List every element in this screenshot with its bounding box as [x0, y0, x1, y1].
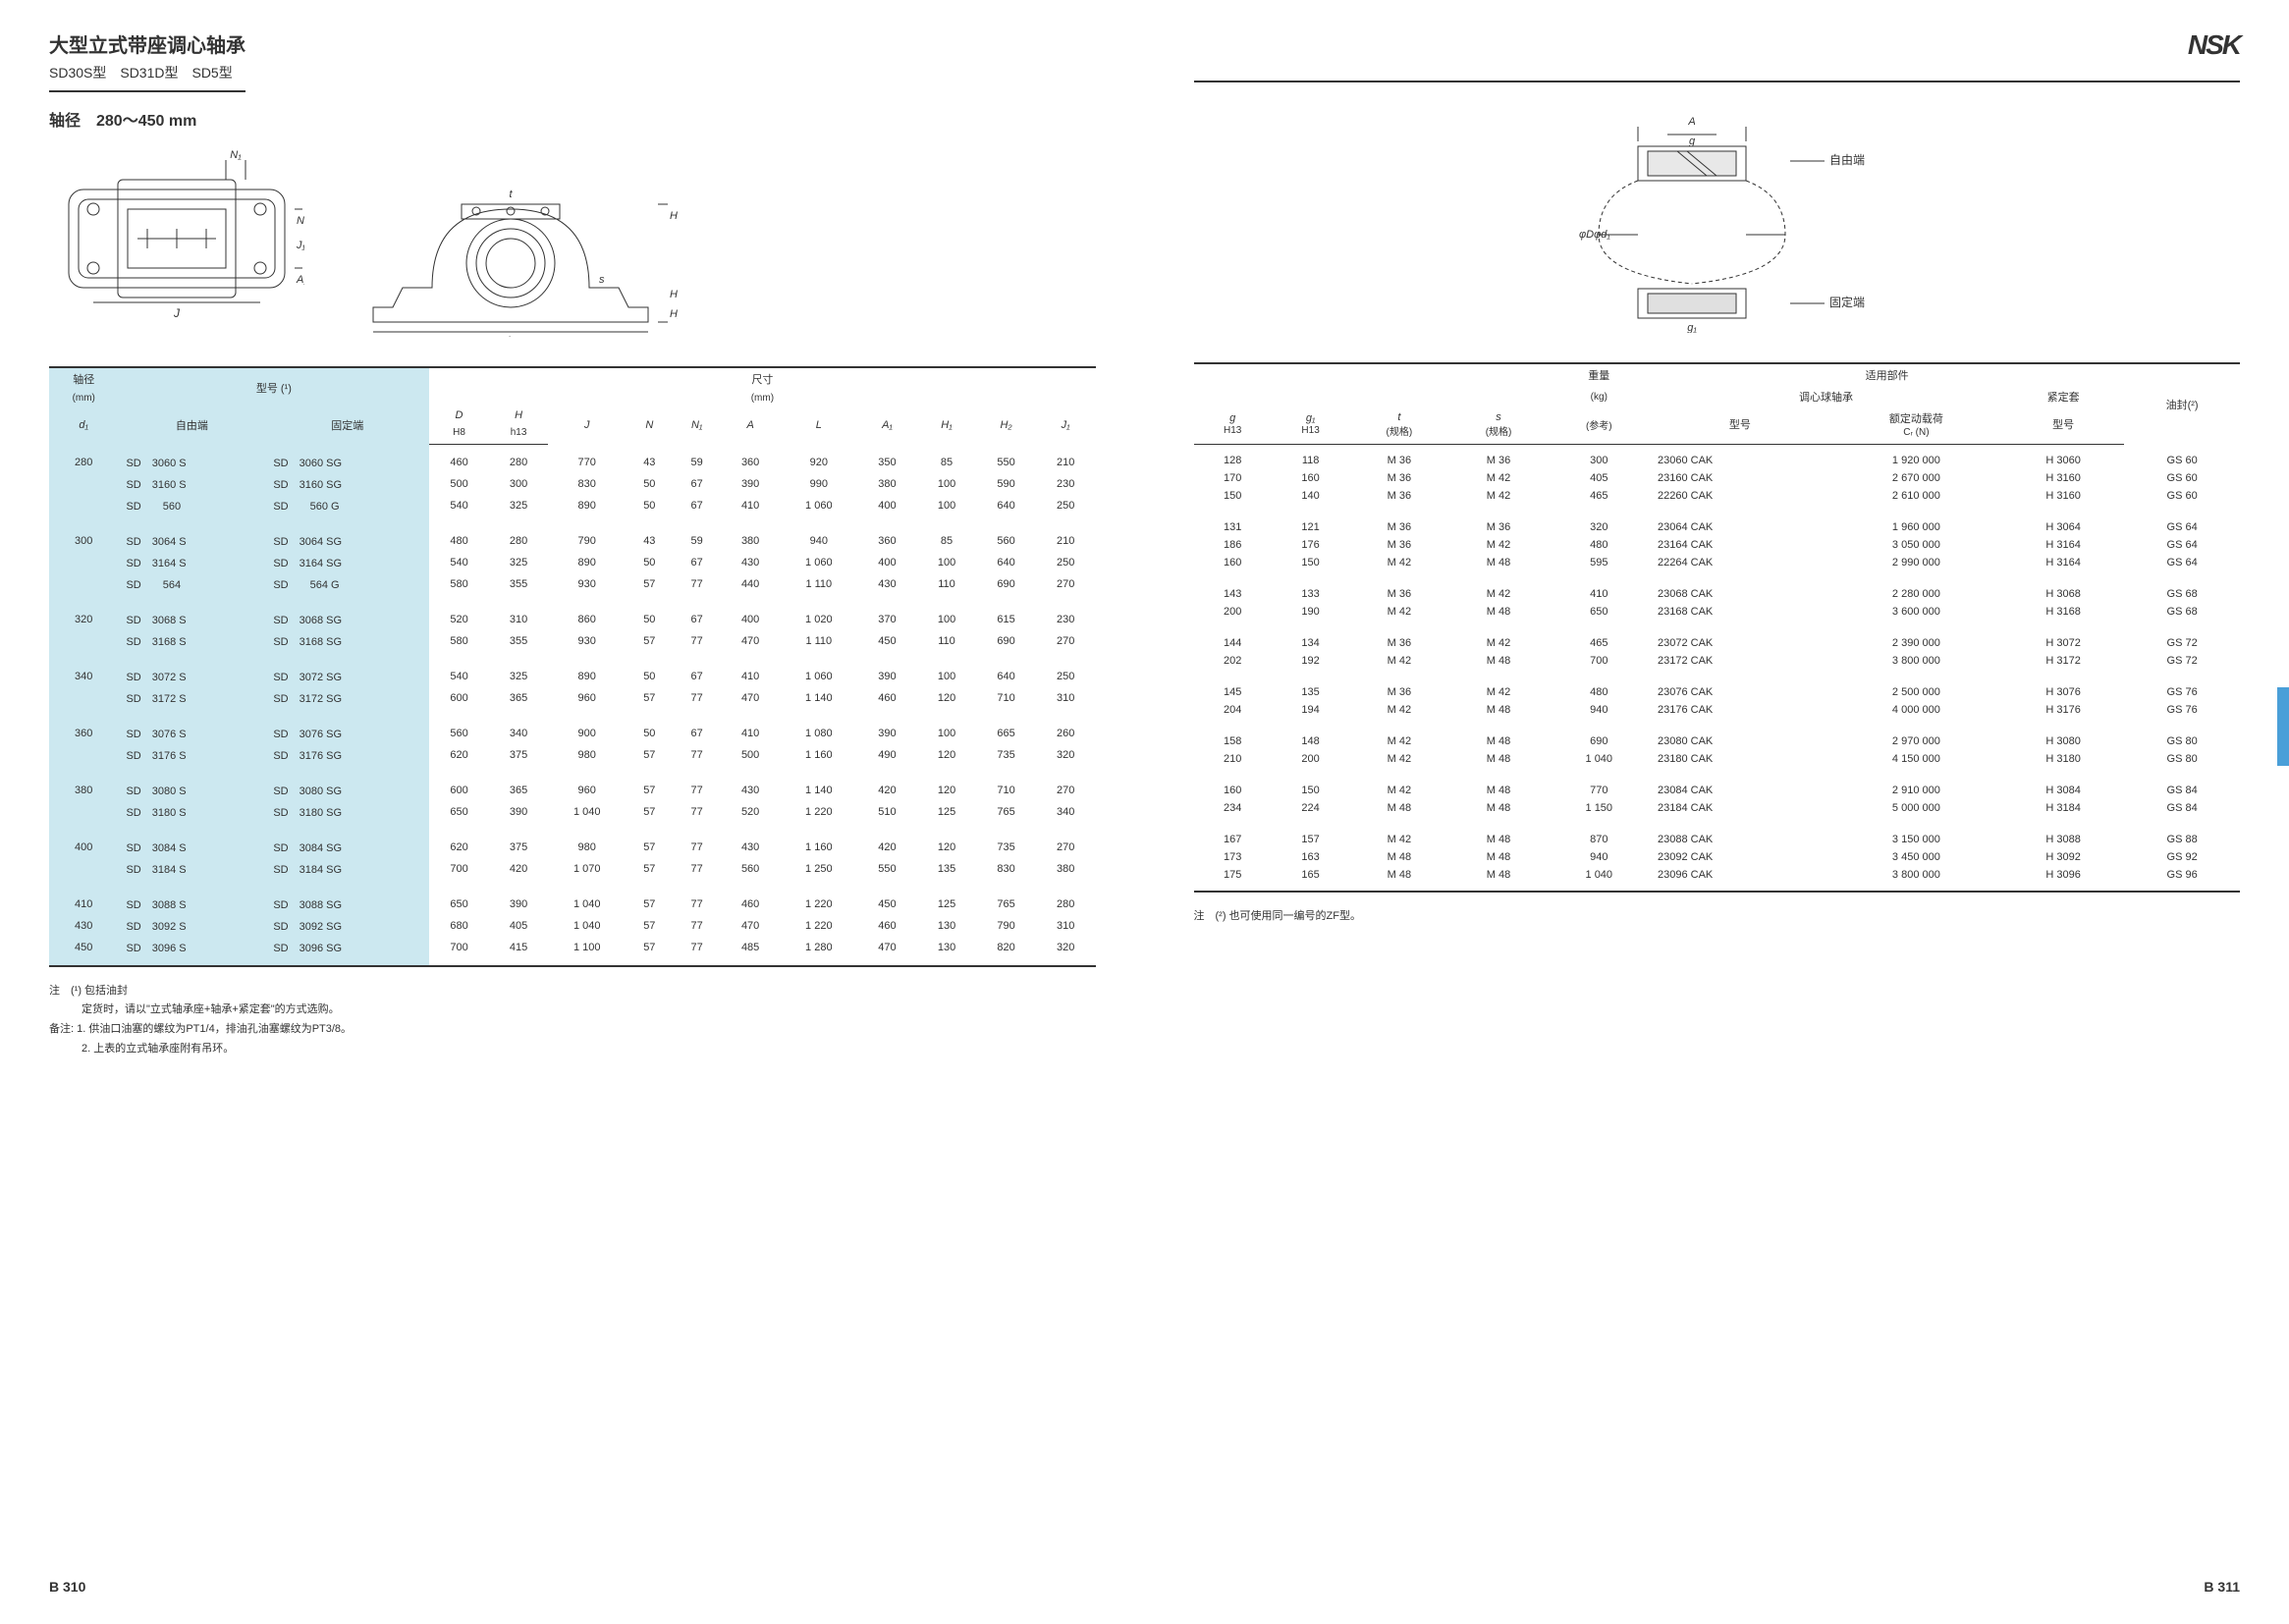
table-row: 430SD 3092 SSD 3092 SG6804051 0405777470…	[49, 915, 1096, 937]
shaft-range: 轴径 280～450 mm	[49, 107, 245, 131]
svg-text:H: H	[670, 289, 678, 300]
table-row: 280SD 3060 SSD 3060 SG460280770435936092…	[49, 445, 1096, 473]
right-diagram: φDφd₁ A g g₁ 自由端 固定端	[1194, 97, 2241, 333]
table-row: 186176M 36M 4248023164 CAK3 050 000H 316…	[1194, 536, 2241, 554]
svg-text:H₂: H₂	[670, 210, 678, 222]
table-row: 150140M 36M 4246522260 CAK2 610 000H 316…	[1194, 487, 2241, 512]
table-row: 204194M 42M 4894023176 CAK4 000 000H 317…	[1194, 701, 2241, 726]
table-row: SD 3172 SSD 3172 SG60036596057774701 140…	[49, 687, 1096, 716]
svg-text:L: L	[508, 334, 515, 337]
svg-text:A₁: A₁	[296, 274, 304, 286]
nsk-logo: NSK	[2188, 29, 2240, 61]
table-row: 175165M 48M 481 04023096 CAK3 800 000H 3…	[1194, 866, 2241, 892]
table-row: 160150M 42M 4859522264 CAK2 990 000H 316…	[1194, 554, 2241, 578]
table-row: 380SD 3080 SSD 3080 SG60036596057774301 …	[49, 773, 1096, 801]
table-row: SD 3180 SSD 3180 SG6503901 04057775201 2…	[49, 801, 1096, 830]
table-row: SD 3168 SSD 3168 SG58035593057774701 110…	[49, 630, 1096, 659]
table-row: 128118M 36M 3630023060 CAK1 920 000H 306…	[1194, 445, 2241, 470]
table-row: 158148M 42M 4869023080 CAK2 970 000H 308…	[1194, 726, 2241, 750]
table-row: 200190M 42M 4865023168 CAK3 600 000H 316…	[1194, 603, 2241, 627]
table-row: 210200M 42M 481 04023180 CAK4 150 000H 3…	[1194, 750, 2241, 775]
table-row: SD 564SD 564 G58035593057774401 11043011…	[49, 573, 1096, 602]
table-row: 167157M 42M 4887023088 CAK3 150 000H 308…	[1194, 824, 2241, 848]
table-row: 320SD 3068 SSD 3068 SG52031086050674001 …	[49, 602, 1096, 630]
table-row: 234224M 48M 481 15023184 CAK5 000 000H 3…	[1194, 799, 2241, 824]
table-row: 450SD 3096 SSD 3096 SG7004151 1005777485…	[49, 937, 1096, 966]
table-row: 173163M 48M 4894023092 CAK3 450 000H 309…	[1194, 848, 2241, 866]
table-row: SD 560SD 560 G54032589050674101 06040010…	[49, 495, 1096, 523]
left-dimensions-table: 轴径 型号 (¹) 尺寸 (mm) (mm) d₁ 自由端 固定端 D H J …	[49, 366, 1096, 967]
svg-text:A: A	[1688, 116, 1696, 128]
table-row: 300SD 3064 SSD 3064 SG480280790435938094…	[49, 523, 1096, 552]
table-row: 360SD 3076 SSD 3076 SG56034090050674101 …	[49, 716, 1096, 744]
table-row: SD 3184 SSD 3184 SG7004201 07057775601 2…	[49, 858, 1096, 887]
table-row: 160150M 42M 4877023084 CAK2 910 000H 308…	[1194, 775, 2241, 799]
svg-text:H₁: H₁	[670, 308, 678, 320]
page-title: 大型立式带座调心轴承	[49, 29, 245, 58]
table-row: 143133M 36M 4241023068 CAK2 280 000H 306…	[1194, 578, 2241, 603]
table-row: SD 3176 SSD 3176 SG62037598057775001 160…	[49, 744, 1096, 773]
section-tab	[2277, 687, 2289, 766]
subtitle: SD30S型 SD31D型 SD5型	[49, 63, 245, 82]
table-row: 340SD 3072 SSD 3072 SG54032589050674101 …	[49, 659, 1096, 687]
svg-text:φDφd₁: φDφd₁	[1579, 229, 1610, 241]
table-row: 145135M 36M 4248023076 CAK2 500 000H 307…	[1194, 677, 2241, 701]
svg-text:N₁: N₁	[230, 150, 242, 161]
table-row: 144134M 36M 4246523072 CAK2 390 000H 307…	[1194, 627, 2241, 652]
table-row: SD 3164 SSD 3164 SG54032589050674301 060…	[49, 552, 1096, 573]
svg-text:J₁: J₁	[296, 240, 304, 251]
right-notes: 注 (²) 也可使用同一编号的ZF型。	[1194, 907, 2241, 927]
right-parts-table: 重量 适用部件 油封(²) (kg) 调心球轴承 紧定套 gH13 g₁H13 …	[1194, 362, 2241, 893]
page-number-left: B 310	[49, 1579, 85, 1595]
svg-text:g₁: g₁	[1687, 322, 1697, 333]
left-notes: 注 (¹) 包括油封 定货时，请以"立式轴承座+轴承+紧定套"的方式选购。 备注…	[49, 982, 1096, 1059]
table-row: SD 3160 SSD 3160 SG500300830506739099038…	[49, 473, 1096, 495]
svg-text:N: N	[297, 215, 304, 227]
table-row: 202192M 42M 4870023172 CAK3 800 000H 317…	[1194, 652, 2241, 677]
table-row: 400SD 3084 SSD 3084 SG62037598057774301 …	[49, 830, 1096, 858]
table-row: 131121M 36M 3632023064 CAK1 960 000H 306…	[1194, 512, 2241, 536]
svg-text:s: s	[599, 274, 605, 286]
svg-text:t: t	[509, 189, 513, 200]
table-row: 410SD 3088 SSD 3088 SG6503901 0405777460…	[49, 887, 1096, 915]
page-number-right: B 311	[2204, 1579, 2240, 1595]
svg-text:固定端: 固定端	[1829, 295, 1865, 309]
svg-text:g: g	[1689, 135, 1696, 147]
table-row: 170160M 36M 4240523160 CAK2 670 000H 316…	[1194, 469, 2241, 487]
svg-text:J: J	[173, 306, 181, 320]
left-diagrams: J N₁ N J₁ A₁	[49, 150, 1096, 337]
svg-text:自由端: 自由端	[1829, 153, 1865, 167]
